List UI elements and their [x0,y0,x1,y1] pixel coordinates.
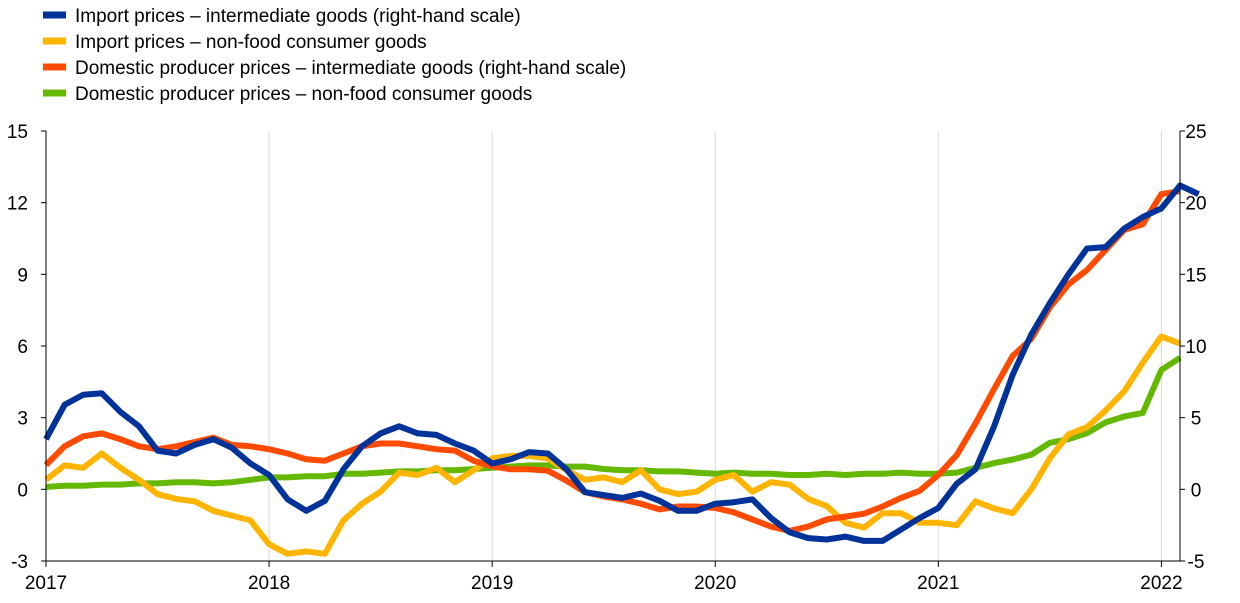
legend-label: Import prices – non-food consumer goods [75,32,427,53]
legend-label: Import prices – intermediate goods (righ… [75,6,521,27]
y-axis-left: -3 0 3 6 9 12 15 [7,122,47,573]
y-left-tick-label: 3 [17,409,28,430]
y-right-tick-label: -5 [1188,552,1205,573]
x-axis: 2017 2018 2019 2020 2021 2022 [25,560,1183,594]
legend: Import prices – intermediate goods (righ… [43,6,626,105]
y-left-tick-label: 12 [7,194,28,215]
y-right-tick-label: 25 [1185,122,1206,143]
x-tick-label: 2018 [248,573,290,594]
y-left-tick-label: 9 [17,265,28,286]
gridlines [268,131,1162,561]
y-left-tick-label: 0 [17,480,28,501]
y-right-tick-label: 0 [1191,480,1202,501]
y-right-tick-label: 15 [1185,265,1206,286]
legend-item: Import prices – intermediate goods (righ… [43,6,521,27]
y-right-tick-label: 20 [1185,194,1206,215]
series-line [45,355,1182,490]
x-tick-label: 2022 [1140,573,1182,594]
y-right-tick-label: 10 [1185,337,1206,358]
legend-item: Domestic producer prices – intermediate … [43,58,626,79]
legend-item: Import prices – non-food consumer goods [43,32,427,53]
x-tick-label: 2020 [694,573,736,594]
x-tick-label: 2021 [917,573,959,594]
x-tick-label: 2019 [471,573,513,594]
legend-item: Domestic producer prices – non-food cons… [43,84,532,105]
legend-label: Domestic producer prices – non-food cons… [75,84,532,105]
plot-area [43,182,1200,557]
legend-label: Domestic producer prices – intermediate … [75,58,626,79]
series-line [43,182,1200,544]
y-left-tick-label: -3 [11,552,28,573]
x-tick-label: 2017 [25,573,67,594]
y-left-tick-label: 6 [17,337,28,358]
y-axis-right: -5 0 5 10 15 20 25 [1179,122,1207,573]
y-right-tick-label: 5 [1191,409,1202,430]
series-line [44,333,1182,557]
y-left-tick-label: 15 [7,122,28,143]
